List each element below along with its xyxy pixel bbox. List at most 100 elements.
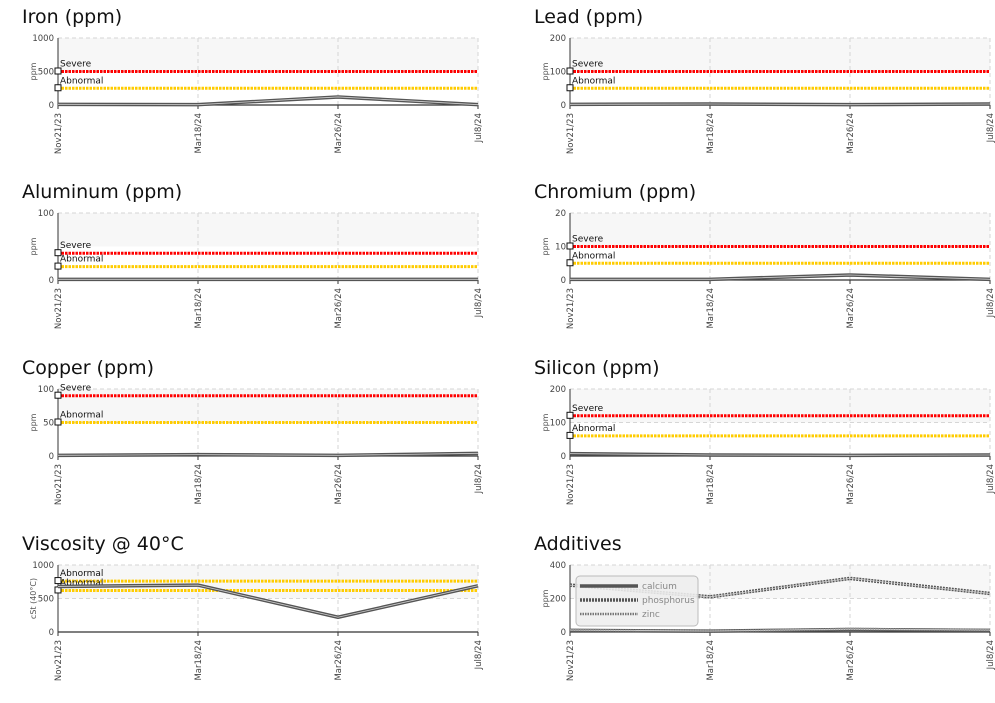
legend-label: zinc: [642, 610, 660, 620]
y-tick-label: 200: [550, 385, 566, 395]
legend-label: phosphorus: [642, 596, 695, 606]
x-tick-label: Jul8/24: [986, 288, 995, 318]
y-tick-label: 50: [43, 419, 54, 429]
oil-analysis-dashboard: Iron (ppm) 0 500 1000 Nov21/23 Mar18/24 Mar26…: [22, 6, 995, 681]
x-tick-label: Jul8/24: [986, 464, 995, 494]
x-tick-label: Mar26/24: [846, 113, 856, 154]
threshold-marker: [566, 411, 574, 419]
x-tick-label: Jul8/24: [474, 464, 484, 494]
threshold-label: Abnormal: [60, 578, 103, 588]
threshold-label: Severe: [572, 60, 604, 70]
y-tick-label: 200: [550, 595, 566, 605]
x-tick-label: Mar26/24: [846, 464, 856, 505]
y-tick-label: 100: [550, 419, 566, 429]
threshold-label: Abnormal: [60, 569, 103, 579]
y-tick-label: 1000: [32, 561, 54, 571]
y-tick-label: 0: [561, 452, 566, 462]
threshold-label: Severe: [572, 235, 604, 245]
x-tick-label: Mar18/24: [706, 464, 716, 505]
series-line-highlight: [569, 628, 991, 632]
y-tick-label: 1000: [32, 34, 54, 44]
threshold-marker: [566, 84, 574, 92]
x-tick-label: Mar26/24: [334, 113, 344, 154]
chart-copper: 0 50 100 Nov21/23 Mar18/24 Mar26/24 Jul8/24 ppm…: [29, 384, 484, 505]
x-tick-label: Jul8/24: [474, 640, 484, 670]
chart-panel-copper: Copper (ppm) 0 50 100 Nov21/23 Mar18/24 Mar26…: [22, 357, 502, 527]
threshold-marker: [566, 67, 574, 75]
chart-title: Iron (ppm): [22, 6, 123, 28]
threshold-label: Abnormal: [572, 424, 615, 434]
chart-title: Chromium (ppm): [534, 181, 697, 203]
threshold-label: Severe: [60, 60, 92, 70]
chart-title: Copper (ppm): [22, 357, 155, 379]
x-tick-label: Mar18/24: [194, 464, 204, 505]
plot-band: [570, 389, 990, 423]
x-tick-label: Mar18/24: [194, 640, 204, 681]
x-tick-label: Nov21/23: [566, 113, 576, 154]
x-tick-label: Nov21/23: [566, 640, 576, 681]
y-tick-label: 200: [550, 34, 566, 44]
y-axis-label: ppm: [541, 413, 550, 431]
chart-panel-iron: Iron (ppm) 0 500 1000 Nov21/23 Mar18/24 Mar26…: [22, 6, 502, 176]
x-tick-label: Mar26/24: [334, 288, 344, 329]
threshold-label: Abnormal: [572, 76, 615, 86]
y-tick-label: 500: [38, 68, 54, 78]
chart-additives: 0 200 400 Nov21/23 Mar18/24 Mar26/24 Jul8/24 pp…: [541, 561, 995, 681]
chart-title: Aluminum (ppm): [22, 181, 183, 203]
y-tick-label: 100: [38, 209, 54, 219]
x-tick-label: Jul8/24: [474, 113, 484, 143]
threshold-label: Severe: [572, 404, 604, 414]
threshold-label: Severe: [60, 384, 92, 394]
x-tick-label: Mar18/24: [706, 113, 716, 154]
y-tick-label: 0: [561, 101, 566, 111]
threshold-marker: [54, 577, 62, 585]
x-tick-label: Mar18/24: [194, 113, 204, 154]
threshold-marker: [566, 259, 574, 267]
x-tick-label: Mar18/24: [706, 640, 716, 681]
series-line-highlight: [57, 584, 479, 618]
y-tick-label: 100: [550, 68, 566, 78]
threshold-label: Abnormal: [60, 411, 103, 421]
series-line-highlight: [569, 453, 991, 456]
y-axis-label: ppm: [541, 62, 550, 80]
threshold-label: Abnormal: [60, 76, 103, 86]
x-tick-label: Mar18/24: [194, 288, 204, 329]
x-tick-label: Nov21/23: [566, 288, 576, 329]
legend-label: calcium: [642, 582, 677, 592]
y-axis-label: ppm: [541, 237, 550, 255]
threshold-marker: [54, 586, 62, 594]
x-tick-label: Nov21/23: [54, 464, 64, 505]
chart-viscosity: 0 500 1000 Nov21/23 Mar18/24 Mar26/24 Jul8/24 c…: [29, 561, 484, 681]
y-axis-label: ppm: [29, 62, 38, 80]
chart-panel-silicon: Silicon (ppm) 0 100 200 Nov21/23 Mar18/24 Mar…: [534, 357, 995, 527]
threshold-marker: [54, 391, 62, 399]
plot-band: [58, 389, 478, 423]
threshold-marker: [54, 84, 62, 92]
threshold-marker: [54, 262, 62, 270]
threshold-marker: [54, 418, 62, 426]
y-tick-label: 0: [561, 276, 566, 286]
chart-title: Lead (ppm): [534, 6, 644, 28]
series-line-highlight: [570, 274, 991, 280]
chart-lead: 0 100 200 Nov21/23 Mar18/24 Mar26/24 Jul8/24 pp…: [541, 34, 995, 154]
x-tick-label: Nov21/23: [566, 464, 576, 505]
x-tick-label: Mar26/24: [846, 288, 856, 329]
chart-title: Viscosity @ 40°C: [22, 533, 184, 555]
y-tick-label: 0: [561, 628, 566, 638]
y-axis-label: ppm: [29, 413, 38, 431]
threshold-marker: [566, 242, 574, 250]
y-tick-label: 0: [49, 101, 54, 111]
plot-band: [58, 213, 478, 247]
threshold-label: Abnormal: [60, 255, 103, 265]
plot-band: [570, 38, 990, 72]
y-tick-label: 10: [555, 243, 566, 253]
threshold-marker: [54, 249, 62, 257]
chart-title: Additives: [534, 533, 622, 555]
x-tick-label: Mar26/24: [334, 464, 344, 505]
threshold-marker: [566, 431, 574, 439]
series-line-highlight: [569, 103, 991, 106]
series-line-highlight: [57, 96, 479, 106]
chart-aluminum: 0 100 Nov21/23 Mar18/24 Mar26/24 Jul8/24 ppm Se…: [29, 209, 484, 329]
y-axis-label: cSt (40°C): [29, 578, 38, 619]
chart-panel-aluminum: Aluminum (ppm) 0 100 Nov21/23 Mar18/24 Mar26…: [22, 181, 502, 351]
